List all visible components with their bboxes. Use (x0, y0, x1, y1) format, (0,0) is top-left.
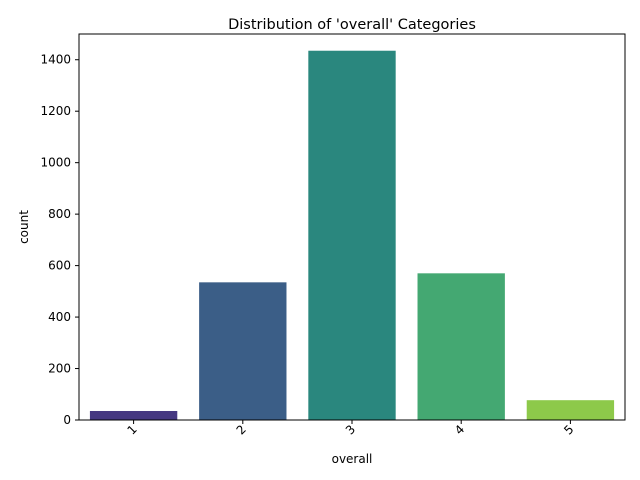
x-tick-label: 4 (452, 422, 467, 437)
y-tick-label: 1400 (40, 53, 71, 67)
y-tick-label: 1200 (40, 104, 71, 118)
bar-4 (417, 273, 505, 420)
x-tick-label: 3 (343, 422, 358, 437)
y-tick-label: 200 (48, 362, 71, 376)
bar-2 (199, 282, 287, 420)
x-tick-label: 1 (124, 422, 139, 437)
x-axis-label: overall (332, 452, 373, 466)
y-axis-ticks: 0 200 400 600 800 1000 1200 1400 (40, 53, 79, 427)
y-tick-label: 400 (48, 310, 71, 324)
bar-5 (526, 400, 615, 420)
y-tick-label: 0 (63, 413, 71, 427)
chart-title: Distribution of 'overall' Categories (228, 17, 476, 33)
plot-frame (78, 33, 626, 421)
x-axis-ticks: 1 2 3 4 5 (124, 420, 577, 438)
x-tick-label: 2 (234, 422, 249, 437)
y-axis-label: count (17, 210, 31, 244)
y-tick-label: 600 (48, 259, 71, 273)
bar-3 (308, 50, 396, 420)
y-tick-label: 800 (48, 207, 71, 221)
y-tick-label: 1000 (40, 156, 71, 170)
bars-group (89, 50, 615, 420)
x-tick-label: 5 (561, 422, 576, 437)
bar-1 (89, 410, 178, 420)
